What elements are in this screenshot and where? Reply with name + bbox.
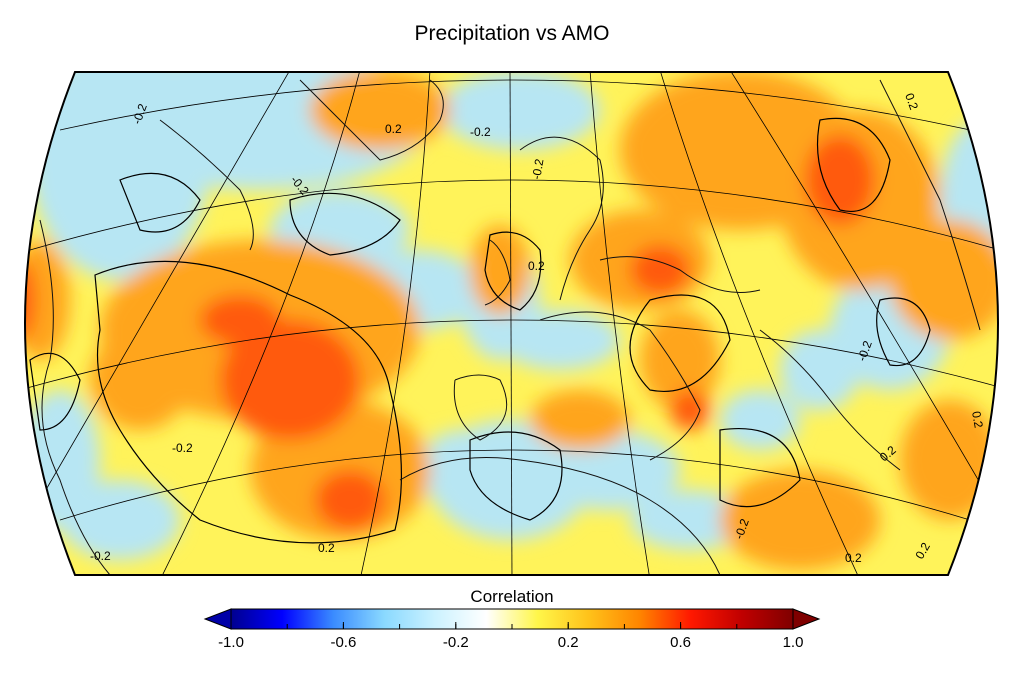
colorbar-under-arrow <box>203 608 232 630</box>
contour-label: -0.2 <box>172 441 193 455</box>
colorbar-tick-label: -0.2 <box>442 634 469 651</box>
contour-label: -0.2 <box>732 517 752 542</box>
contour-label: -0.2 <box>130 102 150 127</box>
map-border <box>24 71 999 576</box>
anomaly-blob <box>440 72 600 150</box>
map-field: -0.2 -0.2 0.2 -0.2 -0.2 0.2 -0.2 0.2 -0.… <box>25 72 998 575</box>
anomaly-blob <box>805 135 875 225</box>
colorbar-label: Correlation <box>470 587 554 606</box>
contour-label: -0.2 <box>90 549 111 563</box>
colorbar-tick-label: 1.0 <box>782 634 804 651</box>
contour-label: 0.2 <box>969 410 986 429</box>
anomaly-blobs <box>25 72 998 570</box>
coastlines <box>39 79 981 575</box>
anomaly-blob <box>30 72 210 280</box>
colorbar-tick-label: -0.6 <box>330 634 357 651</box>
anomaly-blob <box>720 390 800 450</box>
contour-label: -0.2 <box>529 157 546 180</box>
contour-labels: -0.2 -0.2 0.2 -0.2 -0.2 0.2 -0.2 0.2 -0.… <box>90 91 986 565</box>
contour-label: -0.2 <box>855 339 875 364</box>
graticule <box>25 72 998 575</box>
page-title: Precipitation vs AMO <box>414 22 610 45</box>
colorbar-over-arrow <box>792 608 821 630</box>
anomaly-blob <box>500 310 620 370</box>
colorbar <box>203 608 821 630</box>
contour-lines <box>29 117 931 544</box>
contour-label: 0.2 <box>318 541 335 555</box>
anomaly-blob <box>470 225 530 315</box>
anomaly-blob <box>310 72 450 150</box>
contour-label: -0.2 <box>470 125 491 139</box>
anomaly-blob <box>670 390 710 430</box>
anomaly-blob <box>90 330 190 430</box>
anomaly-blob <box>640 310 720 410</box>
anomaly-blob <box>25 260 35 340</box>
contour-label: 0.2 <box>528 259 545 273</box>
anomaly-blob <box>200 295 280 345</box>
anomaly-blob <box>890 220 998 340</box>
anomaly-blob <box>900 400 998 520</box>
colorbar-tick-label: -1.0 <box>218 634 244 651</box>
anomaly-blob <box>630 490 750 550</box>
anomaly-blob <box>60 480 180 560</box>
colorbar-tick-label: 0.6 <box>670 634 692 651</box>
colorbar-tick-label: 0.2 <box>557 634 579 651</box>
anomaly-blob <box>530 390 630 450</box>
colorbar-ticks <box>230 622 794 629</box>
contour-label: 0.2 <box>385 122 402 136</box>
anomaly-blob <box>220 320 360 440</box>
contour-label: 0.2 <box>902 91 921 112</box>
contour-label: 0.2 <box>845 551 862 565</box>
anomaly-blob <box>315 470 385 530</box>
anomaly-blob <box>630 245 690 295</box>
anomaly-blob <box>25 240 70 360</box>
anomaly-blob <box>540 430 680 510</box>
anomaly-blob <box>720 470 880 570</box>
